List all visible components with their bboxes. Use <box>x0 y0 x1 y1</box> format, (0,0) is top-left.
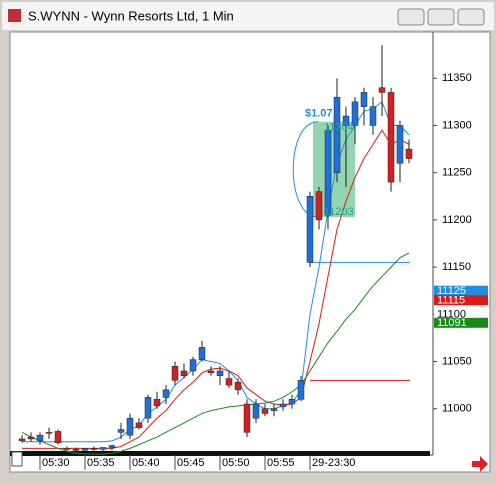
x-tick-label: 05:30 <box>42 457 70 469</box>
candle-body <box>18 438 26 442</box>
plot: $1.07 11304 11203 <box>18 45 413 455</box>
candle-body <box>126 417 134 436</box>
candle-body <box>81 448 89 451</box>
chart-area <box>9 31 491 473</box>
candle-body <box>351 101 359 126</box>
candle-body <box>171 365 179 381</box>
candle-body <box>99 447 107 450</box>
candle-body <box>189 359 197 372</box>
price-tag-label: 11125 <box>437 285 466 297</box>
candle-body <box>216 370 224 376</box>
x-tick-label: 05:35 <box>87 457 115 469</box>
measure-label: $1.07 <box>305 108 333 120</box>
app-icon <box>8 9 21 22</box>
moving-average <box>22 101 410 443</box>
window-title: S.WYNN - Wynn Resorts Ltd, 1 Min <box>28 8 234 23</box>
candle-body <box>90 448 98 450</box>
y-tick-label: 11200 <box>442 214 472 226</box>
candle-body <box>306 196 314 263</box>
candle-body <box>333 96 341 173</box>
price-tag-label: 11091 <box>437 317 467 329</box>
candle-body <box>369 106 377 126</box>
y-tick-label: 11150 <box>442 261 471 273</box>
candle-body <box>297 380 305 400</box>
candle-body <box>225 378 233 386</box>
scrollbar[interactable] <box>10 451 430 456</box>
candle-body <box>288 399 296 405</box>
candle-body <box>27 436 35 440</box>
x-tick-label: 05:50 <box>222 457 250 469</box>
price-tag-label: 11115 <box>437 295 465 307</box>
candle-body <box>405 148 413 159</box>
price-tag <box>434 317 488 328</box>
close-button[interactable] <box>457 8 485 26</box>
candle-body <box>234 382 242 391</box>
candle-body <box>108 445 116 448</box>
candle-body <box>315 191 323 221</box>
candle-body <box>396 125 404 164</box>
y-tick-label: 11000 <box>442 403 472 415</box>
candle-body <box>180 370 188 376</box>
candle-body <box>387 92 395 183</box>
candle-body <box>360 92 368 107</box>
x-tick-label: 05:40 <box>132 457 160 469</box>
candle-body <box>243 403 251 433</box>
candle-body <box>198 347 206 360</box>
candle-body <box>135 422 143 428</box>
candle-body <box>144 397 152 419</box>
candle-body <box>162 389 170 398</box>
candle-body <box>63 448 71 450</box>
candle-body <box>54 431 62 443</box>
price-tag <box>434 285 488 296</box>
scroll-arrow[interactable] <box>472 456 488 472</box>
measure-high-label: 11304 <box>324 122 354 134</box>
candle-body <box>324 129 332 216</box>
candle-body <box>207 370 215 374</box>
moving-average <box>21 252 410 455</box>
minimize-button[interactable] <box>397 8 425 26</box>
y-tick-label: 11250 <box>442 167 472 179</box>
x-tick-label: 05:55 <box>267 457 295 469</box>
price-tag <box>434 309 488 320</box>
candle-body <box>117 429 125 433</box>
y-tick-label: 11350 <box>442 72 472 84</box>
x-tick-label: 29-23:30 <box>312 457 355 469</box>
candle-body <box>153 399 161 407</box>
y-tick-label: 11300 <box>442 119 472 131</box>
candle-body <box>279 403 287 408</box>
candle-body <box>261 408 269 414</box>
price-tag-label: 11100 <box>437 309 466 321</box>
candle-body <box>342 115 350 126</box>
scroll-thumb[interactable] <box>11 451 23 467</box>
measure-low-label: 11203 <box>324 206 354 218</box>
candle-body <box>45 432 53 434</box>
price-tag <box>434 295 488 306</box>
x-tick-label: 05:45 <box>177 457 205 469</box>
candle-body <box>270 408 278 411</box>
candle-body <box>72 449 80 451</box>
candle-body <box>378 87 386 93</box>
y-tick-label: 11050 <box>442 355 472 367</box>
candle-body <box>252 403 260 419</box>
candle-body <box>36 434 44 442</box>
maximize-button[interactable] <box>427 8 455 26</box>
